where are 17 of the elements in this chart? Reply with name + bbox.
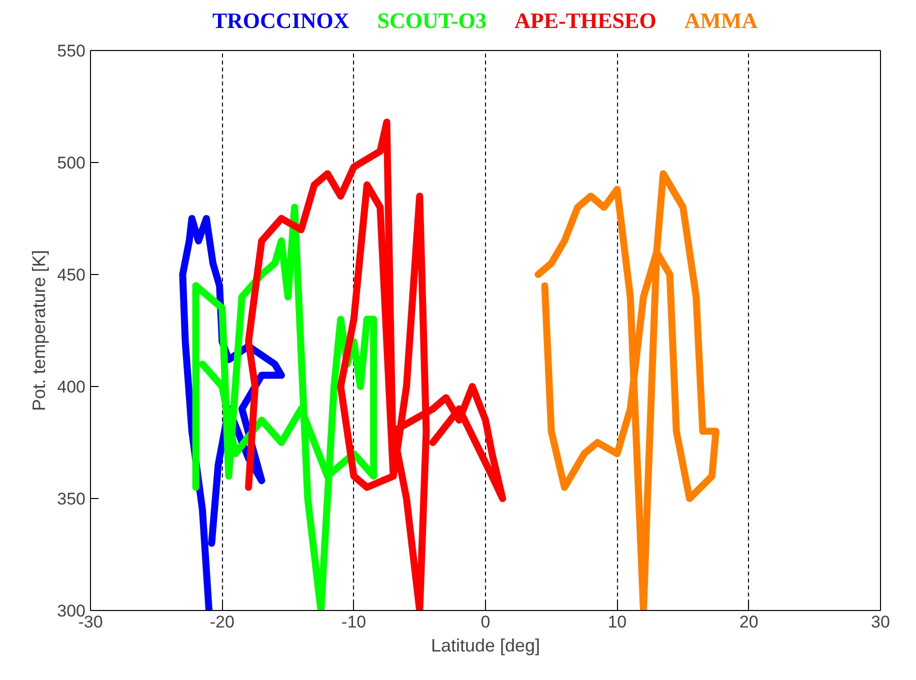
y-tick-label: 450 xyxy=(57,266,86,284)
x-tick-label: -20 xyxy=(210,612,234,632)
text: SCOUT-O3 xyxy=(377,8,486,33)
x-tick-label: 30 xyxy=(871,612,890,632)
text: AMMA xyxy=(684,8,758,33)
y-tick-label: 500 xyxy=(57,154,86,172)
x-tick-label: 20 xyxy=(739,612,758,632)
y-tick-label: 350 xyxy=(57,490,86,508)
y-tick-label: 400 xyxy=(57,378,86,396)
x-tick-label: -10 xyxy=(342,612,366,632)
x-tick-label: 10 xyxy=(608,612,627,632)
x-tick-label: 0 xyxy=(480,612,490,632)
text: APE-THESEO xyxy=(514,8,656,33)
y-tick-label: 550 xyxy=(57,42,86,60)
y-axis-title: Pot. temperature [K] xyxy=(29,250,50,412)
x-axis-title: Latitude [deg] xyxy=(430,636,540,656)
text: TROCCINOX xyxy=(212,8,350,33)
